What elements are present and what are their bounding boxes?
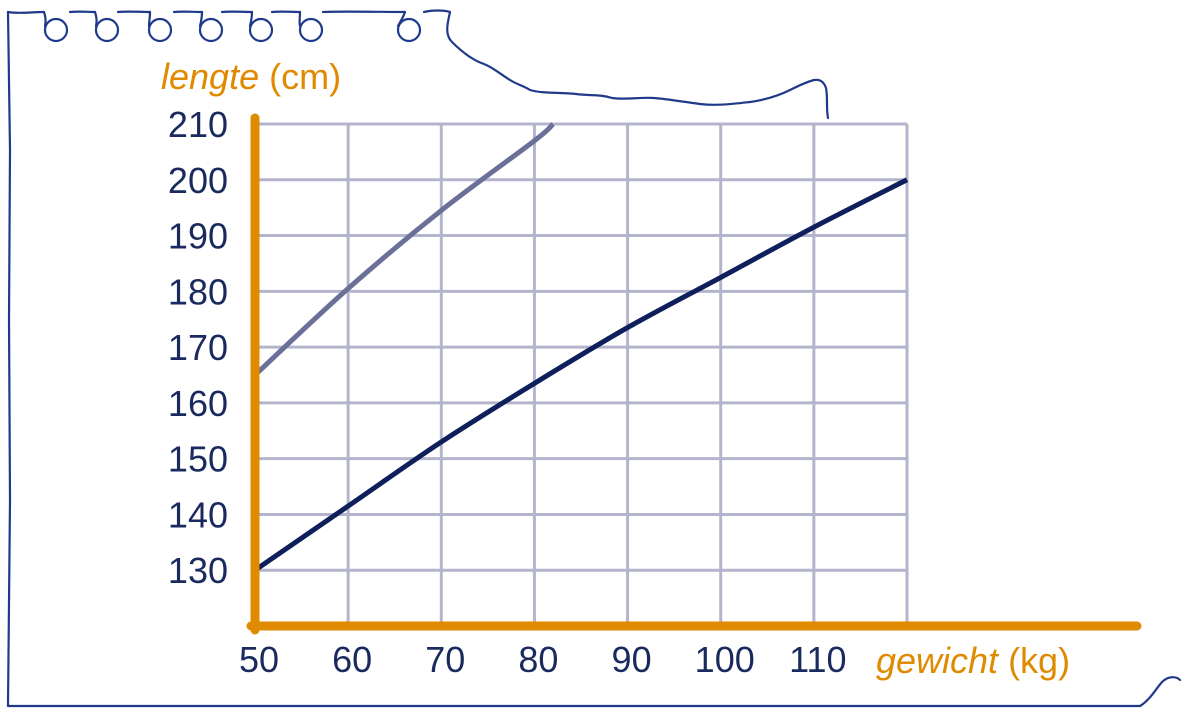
notebook-paper-outline bbox=[6, 9, 1182, 708]
y-axis-title-italic: lengte bbox=[161, 56, 259, 97]
series-group bbox=[253, 122, 909, 573]
x-tick-label: 100 bbox=[695, 639, 755, 680]
y-tick-label: 170 bbox=[168, 327, 228, 368]
y-tick-label: 160 bbox=[168, 383, 228, 424]
x-axis-title-unit: (kg) bbox=[1008, 640, 1070, 681]
x-tick-label: 80 bbox=[518, 639, 558, 680]
x-tick-label: 70 bbox=[425, 639, 465, 680]
x-tick-label: 50 bbox=[239, 639, 279, 680]
y-tick-label: 150 bbox=[168, 439, 228, 480]
y-tick-label: 180 bbox=[168, 271, 228, 312]
y-tick-label: 140 bbox=[168, 494, 228, 535]
y-tick-label: 190 bbox=[168, 216, 228, 257]
series-line-2 bbox=[253, 177, 909, 573]
grid bbox=[255, 122, 909, 626]
y-axis-title-unit: (cm) bbox=[269, 56, 341, 97]
y-axis-title: lengte (cm) bbox=[161, 56, 341, 97]
x-tick-label: 110 bbox=[789, 639, 846, 680]
binder-ring-holes bbox=[42, 10, 422, 43]
x-axis-title: gewicht (kg) bbox=[876, 640, 1070, 681]
x-tick-labels: 50 60 70 80 90 100 110 bbox=[239, 639, 847, 680]
y-tick-label: 130 bbox=[168, 550, 228, 591]
y-tick-label: 210 bbox=[168, 104, 228, 145]
axes bbox=[246, 113, 1142, 635]
y-tick-labels: 130 140 150 160 170 180 190 200 210 bbox=[168, 104, 228, 591]
x-axis-title-italic: gewicht bbox=[876, 640, 1000, 681]
y-tick-label: 200 bbox=[168, 160, 228, 201]
series-line-1 bbox=[253, 122, 555, 377]
x-tick-label: 90 bbox=[612, 639, 652, 680]
x-tick-label: 60 bbox=[332, 639, 372, 680]
